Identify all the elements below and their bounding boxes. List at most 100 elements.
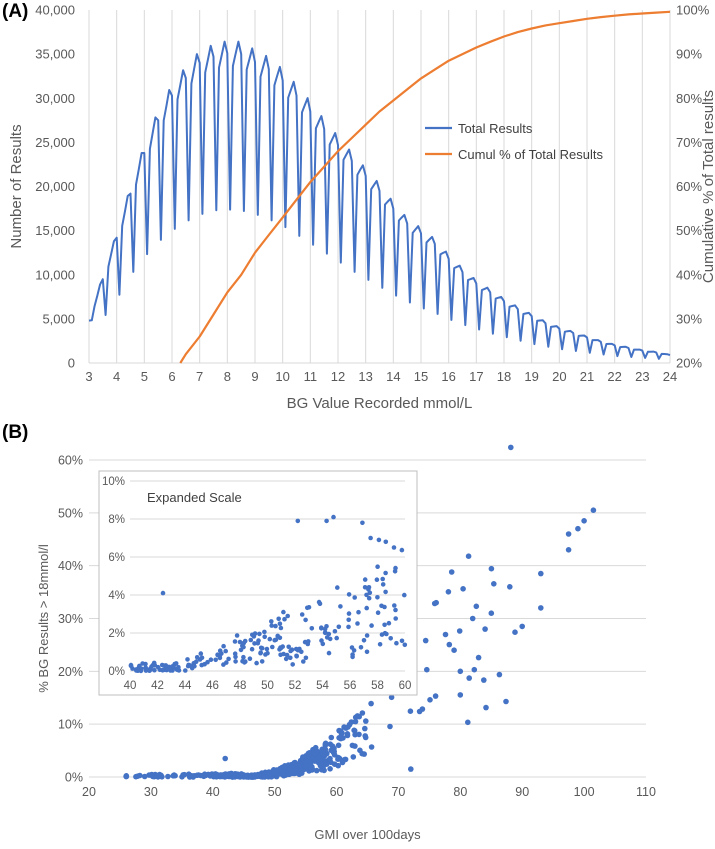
data-point [337,735,344,742]
inset-y-tick-label: 6% [108,552,125,564]
data-point [363,718,369,724]
data-point [424,666,430,673]
data-point [465,553,472,559]
inset-data-point [160,590,166,596]
inset-data-point [275,633,281,639]
data-point [483,704,489,711]
legend-cumulative-label: Cumul % of Total Results [458,147,603,162]
inset-data-point [183,668,188,673]
inset-data-point [290,662,296,667]
data-point [466,675,473,681]
inset-data-point [237,639,243,645]
data-point [469,615,476,622]
x-tick-label: 9 [251,369,258,384]
inset-y-tick-label: 2% [108,628,125,640]
data-point [352,731,358,738]
inset-data-point [319,625,324,630]
inset-data-point [360,520,365,526]
data-point [496,671,503,678]
inset-data-point [362,577,368,582]
data-point [471,666,478,673]
inset-data-point [386,620,392,626]
inset-data-point [288,648,293,654]
inset-data-point [322,630,328,635]
y2-tick-label: 90% [676,47,702,62]
inset-data-point [258,645,264,651]
y2-tick-label: 70% [676,135,702,150]
inset-data-point [281,609,286,615]
y-tick-label: 50% [58,506,83,520]
inset-data-point [257,631,262,637]
inset-data-point [324,518,329,524]
inset-data-point [294,653,299,659]
x-tick-label: 22 [607,369,621,384]
inset-data-point [388,636,394,641]
data-point [331,761,338,767]
inset-data-point [346,617,352,623]
data-point [581,518,587,524]
inset-y-tick-label: 8% [108,514,125,526]
data-point [279,769,286,775]
y2-tick-label: 40% [676,267,702,282]
data-point [368,744,375,750]
inset-data-point [249,646,255,652]
data-point [575,525,581,532]
inset-data-point [234,633,240,638]
data-point [357,747,363,754]
data-point [186,771,192,777]
data-point [293,766,300,773]
inset-data-point [255,640,261,646]
inset-data-point [393,616,399,621]
inset-data-point [301,659,306,664]
x-tick-label: 40 [206,785,220,799]
data-point [473,603,480,610]
inset-data-point [140,661,145,666]
data-point [456,628,463,634]
data-point [328,747,335,754]
inset-data-point [168,668,173,673]
x-tick-label: 24 [663,369,677,384]
data-point [181,771,188,778]
inset-data-point [243,659,248,664]
inset-x-tick-label: 56 [344,680,357,692]
data-point [282,764,288,770]
inset-data-point [198,651,204,656]
data-point [249,774,255,780]
inset-data-point [273,637,279,643]
data-point [507,584,513,590]
y-tick-label: 40,000 [35,3,75,18]
data-point [303,753,309,759]
data-point [508,444,514,451]
data-point [312,744,319,751]
inset-data-point [232,639,238,644]
data-point [343,725,349,731]
data-point [407,708,414,714]
x-tick-label: 23 [635,369,649,384]
inset-data-point [364,633,370,638]
data-point [291,770,298,777]
y-axis-title: Number of Results [8,124,25,248]
inset-data-point [277,621,283,626]
inset-data-point [355,621,360,626]
inset-x-tick-label: 44 [179,680,192,692]
inset-data-point [356,609,361,615]
inset-data-point [393,565,398,571]
data-point [460,586,466,592]
data-point [322,742,329,749]
y-tick-label: 20% [58,665,83,679]
y2-tick-label: 20% [676,356,702,371]
data-point [243,773,249,780]
inset-y-tick-label: 10% [102,476,125,488]
data-point [312,758,318,764]
y2-tick-label: 60% [676,179,702,194]
data-point [327,755,333,762]
x-tick-label: 10 [275,369,289,384]
inset-data-point [380,582,386,587]
inset-data-point [350,654,355,660]
inset-data-point [392,603,397,608]
x-tick-label: 19 [524,369,538,384]
data-point [309,764,315,770]
data-point [335,742,342,749]
inset-data-point [380,576,386,582]
x-tick-label: 17 [469,369,483,384]
